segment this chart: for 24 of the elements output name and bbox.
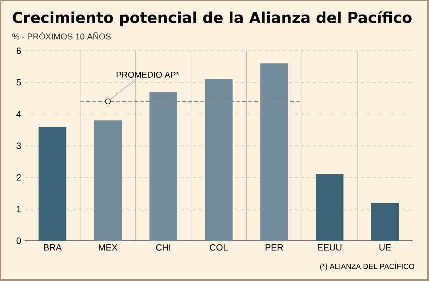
x-tick-label: MEX [99,244,118,251]
chart-title: Crecimiento potencial de la Alianza del Pacífico [12,11,412,26]
y-tick-label: 6 [16,48,22,54]
y-tick-label: 3 [16,142,22,150]
y-tick-label: 2 [16,174,22,181]
ref-line-label: PROMEDIO AP* [116,72,180,78]
y-tick-label: 4 [16,111,22,118]
x-tick-label: UE [380,244,392,251]
bar [316,174,344,241]
x-tick-label: CHI [156,244,170,251]
bar [205,79,233,241]
x-tick-label: BRA [44,244,62,251]
y-tick-label: 1 [17,206,22,212]
y-tick-label: 0 [16,238,22,244]
bar [94,120,122,241]
bar [150,92,178,241]
x-tick-label: PER [266,244,284,251]
chart-subtitle: % - PRÓXIMOS 10 AÑOS [12,32,112,40]
bar [371,202,400,241]
bar [260,64,288,241]
bar [38,126,67,241]
x-tick-label: COL [210,244,228,251]
y-tick-label: 5 [16,80,22,86]
x-tick-label: EEUU [318,244,342,251]
